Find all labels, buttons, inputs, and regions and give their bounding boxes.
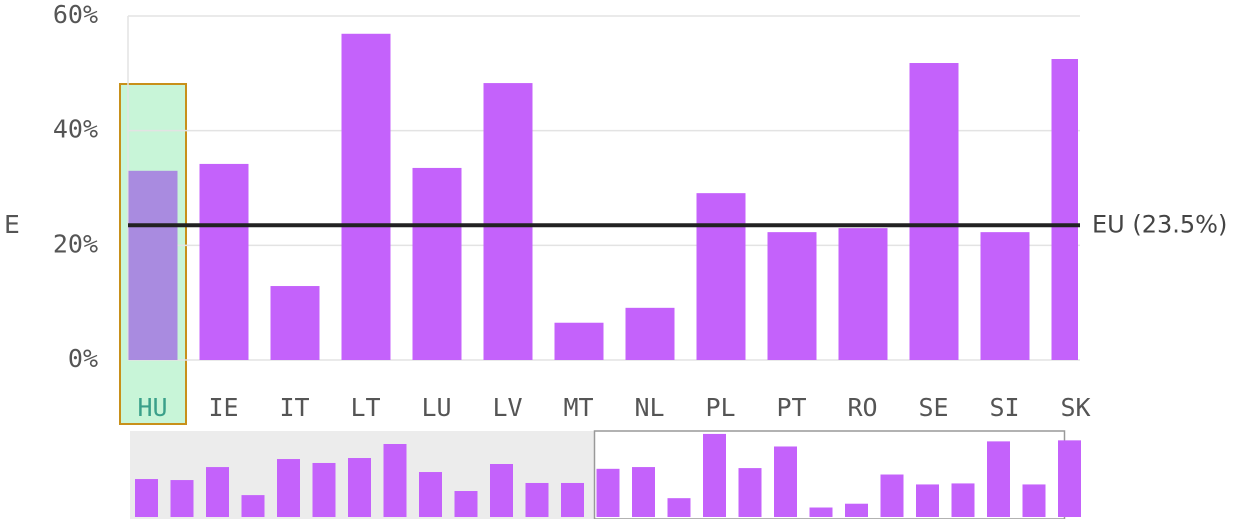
- bar: [767, 232, 817, 360]
- overview-bar: [667, 498, 691, 517]
- x-tick-label: NL: [634, 393, 664, 422]
- bar: [838, 228, 888, 360]
- y-tick-label: 60%: [53, 0, 98, 29]
- bar: [625, 307, 675, 360]
- overview-bar: [880, 474, 904, 517]
- overview-bar: [632, 467, 655, 517]
- y-tick-label: 40%: [53, 115, 98, 144]
- y-axis-label: E: [4, 210, 20, 239]
- y-tick-label: 0%: [68, 344, 98, 373]
- x-tick-label: SE: [918, 393, 948, 422]
- overview-bar: [348, 458, 371, 517]
- overview-bar: [1022, 484, 1046, 517]
- bar: [554, 322, 604, 360]
- x-tick-label: MT: [563, 393, 593, 422]
- x-tick-label: LT: [350, 393, 380, 422]
- overview-bar: [525, 482, 549, 517]
- bar: [128, 170, 178, 360]
- overview-bar: [383, 444, 407, 517]
- overview-bar: [596, 468, 620, 517]
- x-tick-label: SI: [989, 393, 1019, 422]
- overview-bar: [241, 495, 265, 517]
- overview-bar: [170, 480, 194, 517]
- overview-bar: [1058, 440, 1081, 517]
- bar: [412, 167, 462, 360]
- bar: [341, 33, 391, 360]
- x-tick-label: LV: [492, 393, 522, 422]
- overview-bar: [419, 472, 442, 517]
- x-tick-label: RO: [847, 393, 877, 422]
- overview-bar: [703, 433, 726, 517]
- x-tick-label: LU: [421, 393, 451, 422]
- overview-bar: [135, 479, 158, 517]
- bar: [270, 286, 320, 360]
- y-tick-label: 20%: [53, 229, 98, 258]
- overview-bar: [916, 484, 939, 517]
- overview-bar: [277, 459, 300, 517]
- bar: [909, 63, 959, 360]
- overview-bar: [206, 467, 229, 517]
- bar: [980, 232, 1030, 360]
- overview-bar: [561, 482, 584, 517]
- overview-bar: [312, 462, 336, 517]
- bar: [199, 163, 249, 360]
- bar: [1051, 59, 1078, 360]
- x-tick-label: PL: [705, 393, 735, 422]
- bar: [483, 83, 533, 360]
- overview-bar: [809, 507, 833, 517]
- overview-bar: [774, 446, 797, 517]
- x-tick-label: HU: [137, 393, 167, 422]
- overview-bar: [951, 483, 975, 517]
- x-tick-label: SK: [1060, 393, 1090, 422]
- x-tick-label: IE: [208, 393, 238, 422]
- overview-bar: [987, 441, 1010, 517]
- overview-bar: [738, 468, 762, 517]
- overview-bar: [845, 503, 868, 517]
- reference-label: EU (23.5%): [1092, 210, 1227, 238]
- plot-area: [128, 33, 1078, 360]
- overview-bar: [490, 464, 513, 517]
- bar: [696, 193, 746, 360]
- x-tick-label: IT: [279, 393, 309, 422]
- x-tick-label: PT: [776, 393, 806, 422]
- overview-bar: [454, 491, 478, 517]
